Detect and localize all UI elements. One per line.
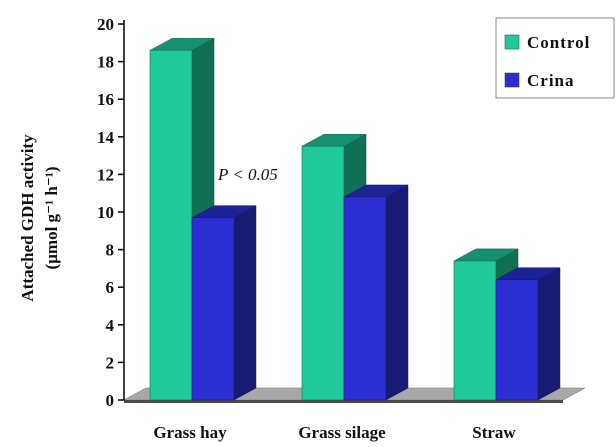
chart-floor-edge — [124, 400, 563, 403]
y-tick-label: 2 — [106, 353, 115, 372]
significance-annotation: P < 0.05 — [217, 165, 278, 184]
y-tick-label: 0 — [106, 391, 115, 410]
bar-front — [191, 217, 235, 401]
y-tick-label: 18 — [97, 53, 114, 72]
legend-swatch-control — [504, 34, 520, 50]
bar-crina-2 — [495, 267, 561, 401]
legend-label-control: Control — [527, 33, 590, 52]
bar-front — [149, 50, 193, 401]
y-tick-label: 16 — [97, 90, 114, 109]
y-axis-label-line2: (µmol g⁻¹ h⁻¹) — [42, 166, 61, 269]
x-category-label: Grass hay — [153, 423, 227, 442]
bar-side — [537, 267, 561, 401]
y-tick-label: 12 — [97, 165, 114, 184]
y-axis-label-line1: Attached GDH activity — [18, 134, 37, 302]
y-tick-label: 4 — [106, 316, 115, 335]
x-category-label: Straw — [472, 423, 516, 442]
bars-group — [149, 37, 561, 401]
y-tick-label: 14 — [97, 128, 115, 147]
y-tick-label: 10 — [97, 203, 114, 222]
y-tick-label: 20 — [97, 15, 114, 34]
y-tick-label: 6 — [106, 278, 115, 297]
bar-front — [301, 145, 345, 401]
bar-front — [453, 260, 497, 401]
bar-front — [495, 279, 539, 401]
tick-labels-group: 0 2 4 6 8 10 12 14 16 18 20 — [97, 15, 124, 410]
bar-crina-0 — [191, 205, 257, 401]
legend: Control Crina — [495, 17, 615, 99]
x-category-label: Grass silage — [298, 423, 386, 442]
category-labels-group: Grass hay Grass silage Straw — [153, 423, 516, 442]
legend-label-crina: Crina — [527, 71, 575, 90]
bar-side — [233, 205, 257, 401]
bar-front — [343, 196, 387, 401]
y-tick-label: 8 — [106, 241, 115, 260]
legend-swatch-crina — [504, 72, 520, 88]
bar-side — [385, 184, 409, 401]
bar-crina-1 — [343, 184, 409, 401]
